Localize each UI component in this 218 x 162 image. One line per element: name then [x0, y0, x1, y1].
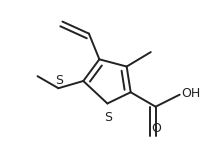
Text: S: S	[104, 111, 112, 124]
Text: O: O	[152, 122, 161, 135]
Text: OH: OH	[181, 87, 201, 100]
Text: S: S	[55, 74, 63, 87]
